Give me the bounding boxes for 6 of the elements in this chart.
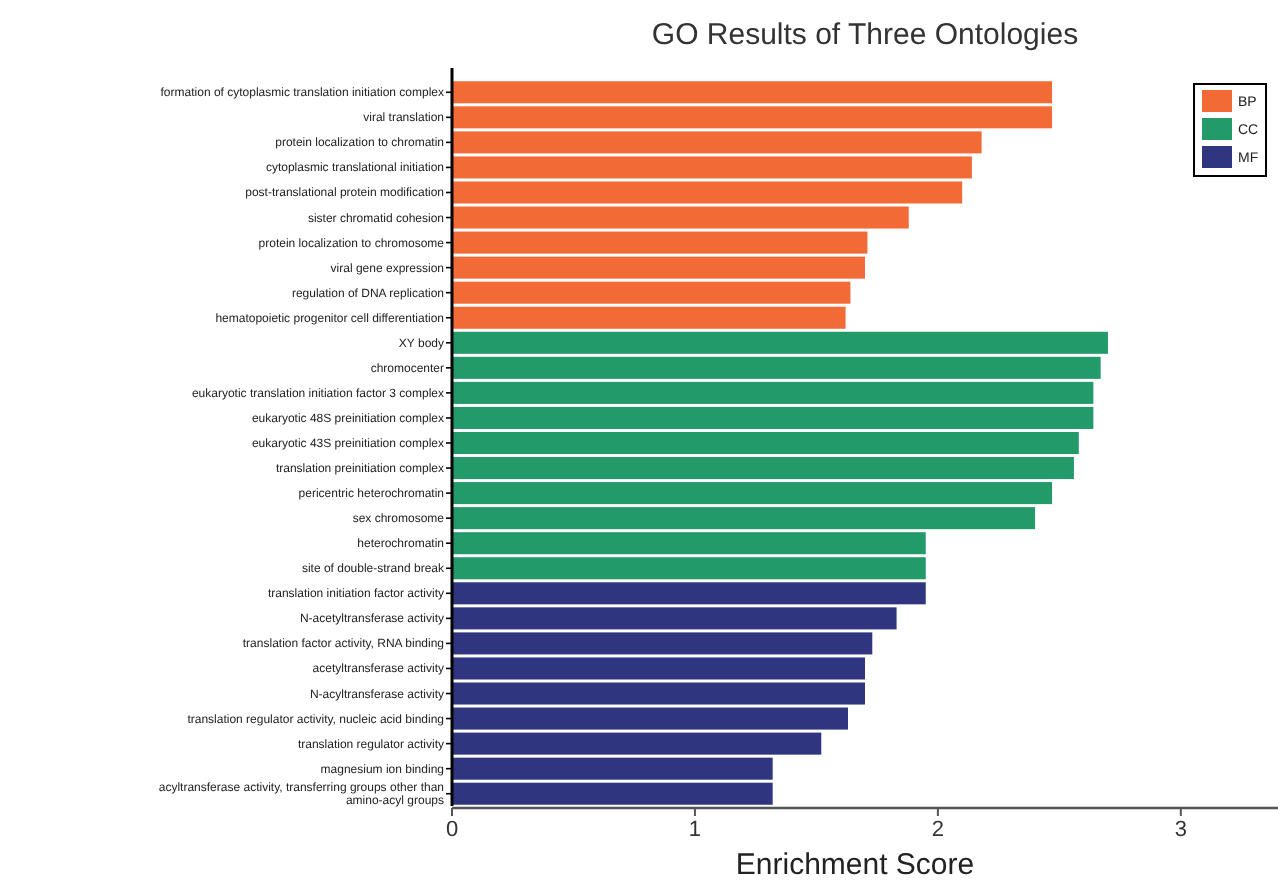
x-tick-label: 1 <box>688 818 702 842</box>
x-tick-label: 3 <box>1174 818 1187 842</box>
x-axis-title: Enrichment Score <box>735 848 975 882</box>
x-tick-label: 2 <box>931 818 945 842</box>
chart-title: GO Results of Three Ontologies <box>651 18 1079 52</box>
x-tick-label: 0 <box>445 818 459 842</box>
